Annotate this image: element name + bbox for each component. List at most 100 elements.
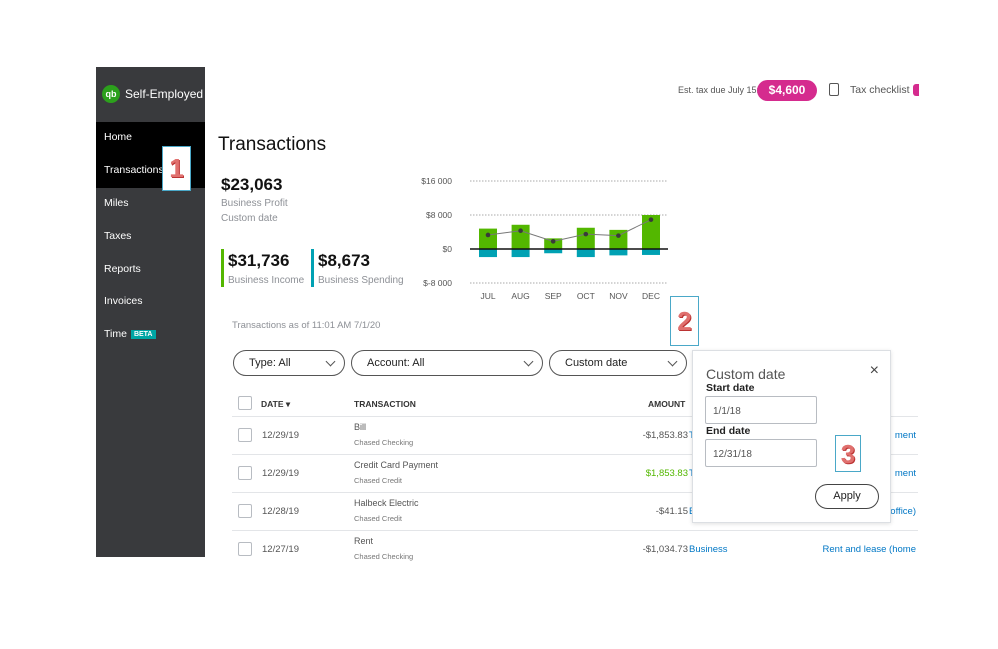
spending-bar-indicator (311, 249, 314, 287)
popover-title: Custom date (706, 366, 786, 382)
table-row[interactable]: 12/29/19 Credit Card Payment Chased Cred… (232, 454, 918, 492)
row-category-link[interactable]: Business (689, 544, 728, 555)
date-filter-dropdown[interactable]: Custom date (549, 350, 687, 376)
x-tick-label: AUG (511, 291, 529, 301)
brand-logo[interactable]: qb Self-Employed (102, 85, 203, 103)
spending-label: Business Spending (318, 275, 404, 286)
clipboard-icon[interactable] (829, 83, 839, 96)
row-transaction-name: Halbeck Electric (354, 498, 419, 508)
y-tick-label: $16 000 (421, 176, 452, 186)
account-filter-value: Account: All (367, 357, 425, 369)
income-bar (544, 238, 563, 249)
row-transaction-name: Rent (354, 536, 374, 546)
row-amount: $1,853.83 (645, 468, 688, 479)
close-icon[interactable]: × (869, 362, 879, 379)
profit-point (648, 217, 654, 222)
step-marker-1: 1 (162, 146, 191, 191)
income-bar (511, 224, 530, 249)
type-filter-value: Type: All (249, 357, 291, 369)
end-date-input[interactable]: 12/31/18 (705, 439, 817, 467)
row-amount: -$1,034.73 (642, 544, 688, 555)
sidebar-item-time[interactable]: Time BETA (104, 328, 156, 340)
sidebar-item-miles[interactable]: Miles (104, 197, 129, 209)
select-all-checkbox[interactable] (238, 396, 252, 410)
row-account: Chased Credit (354, 476, 402, 485)
row-subcategory-link[interactable]: office) (890, 506, 916, 517)
apply-button[interactable]: Apply (815, 484, 879, 509)
chevron-down-icon (325, 356, 336, 366)
row-checkbox[interactable] (238, 428, 252, 442)
spending-bar (479, 249, 497, 258)
date-filter-value: Custom date (565, 357, 628, 369)
account-filter-dropdown[interactable]: Account: All (351, 350, 543, 376)
spending-amount: $8,673 (318, 251, 370, 270)
profit-label: Business Profit (221, 198, 288, 209)
brand-name: Self-Employed (125, 87, 204, 101)
row-subcategory-link[interactable]: ment (894, 468, 916, 479)
table-row[interactable]: 12/27/19 Rent Chased Checking -$1,034.73… (232, 530, 918, 568)
tax-due-label: Est. tax due July 15: (678, 85, 760, 95)
beta-badge: BETA (130, 330, 156, 339)
profit-amount: $23,063 (221, 175, 283, 194)
row-amount: -$1,853.83 (642, 430, 688, 441)
row-category-link[interactable]: T (689, 468, 695, 479)
row-account: Chased Checking (354, 552, 414, 561)
spending-bar (511, 249, 530, 258)
row-transaction-name: Credit Card Payment (354, 460, 439, 470)
tax-checklist-link[interactable]: Tax checklist (850, 84, 910, 96)
profit-point (583, 231, 589, 237)
sidebar-item-taxes[interactable]: Taxes (104, 230, 132, 242)
tax-amount-badge[interactable]: $4,600 (757, 80, 817, 101)
x-tick-label: NOV (609, 291, 628, 301)
income-amount: $31,736 (228, 251, 290, 270)
x-tick-label: OCT (577, 291, 595, 301)
sidebar-item-label: Time (104, 328, 127, 340)
profit-point (485, 232, 491, 238)
page-title: Transactions (218, 134, 327, 155)
quickbooks-logo-icon: qb (102, 85, 120, 103)
profit-point (518, 228, 523, 234)
start-date-label: Start date (706, 382, 755, 394)
row-category-link[interactable]: T (689, 430, 695, 441)
type-filter-dropdown[interactable]: Type: All (233, 350, 345, 376)
row-date: 12/27/19 (262, 544, 299, 555)
row-date: 12/29/19 (262, 468, 299, 479)
date-column-header[interactable]: DATE ▾ (261, 399, 291, 409)
x-tick-label: SEP (545, 291, 562, 301)
income-bar (642, 215, 660, 249)
profit-chart: $16 000 $8 000 $0 $-8 000 JUL AUG SEP OCT NOV DEC (421, 176, 668, 301)
chevron-down-icon (667, 356, 678, 366)
profit-point (616, 233, 621, 238)
x-tick-label: DEC (642, 291, 660, 301)
row-checkbox[interactable] (238, 542, 252, 556)
income-label: Business Income (228, 275, 305, 286)
row-account: Chased Credit (354, 514, 402, 523)
spending-bar (576, 249, 595, 258)
period-label: Custom date (221, 213, 278, 224)
step-marker-3: 3 (835, 435, 861, 472)
spending-bar (642, 249, 660, 255)
row-subcategory-link[interactable]: Rent and lease (home (822, 544, 916, 555)
end-date-label: End date (706, 425, 751, 437)
spending-bar (609, 249, 628, 256)
step-marker-2: 2 (670, 296, 699, 346)
sidebar-item-home[interactable]: Home (104, 131, 133, 143)
income-bar-indicator (221, 249, 224, 287)
row-amount: -$41.15 (655, 506, 688, 517)
overflow-button[interactable] (913, 84, 919, 96)
transaction-column-header[interactable]: TRANSACTION (354, 399, 416, 409)
sidebar-item-invoices[interactable]: Invoices (104, 295, 143, 307)
income-bar (576, 227, 595, 249)
start-date-input[interactable]: 1/1/18 (705, 396, 817, 424)
row-subcategory-link[interactable]: ment (894, 430, 916, 441)
row-checkbox[interactable] (238, 504, 252, 518)
y-tick-label: $0 (443, 244, 453, 254)
table-row[interactable]: 12/29/19 Bill Chased Checking -$1,853.83… (232, 416, 918, 454)
sidebar-item-reports[interactable]: Reports (104, 263, 141, 275)
profit-line (487, 219, 652, 242)
chevron-down-icon (523, 356, 534, 366)
sidebar-item-transactions[interactable]: Transactions (104, 164, 164, 176)
amount-column-header[interactable]: AMOUNT (648, 399, 686, 409)
y-tick-label: $8 000 (426, 210, 452, 220)
row-checkbox[interactable] (238, 466, 252, 480)
